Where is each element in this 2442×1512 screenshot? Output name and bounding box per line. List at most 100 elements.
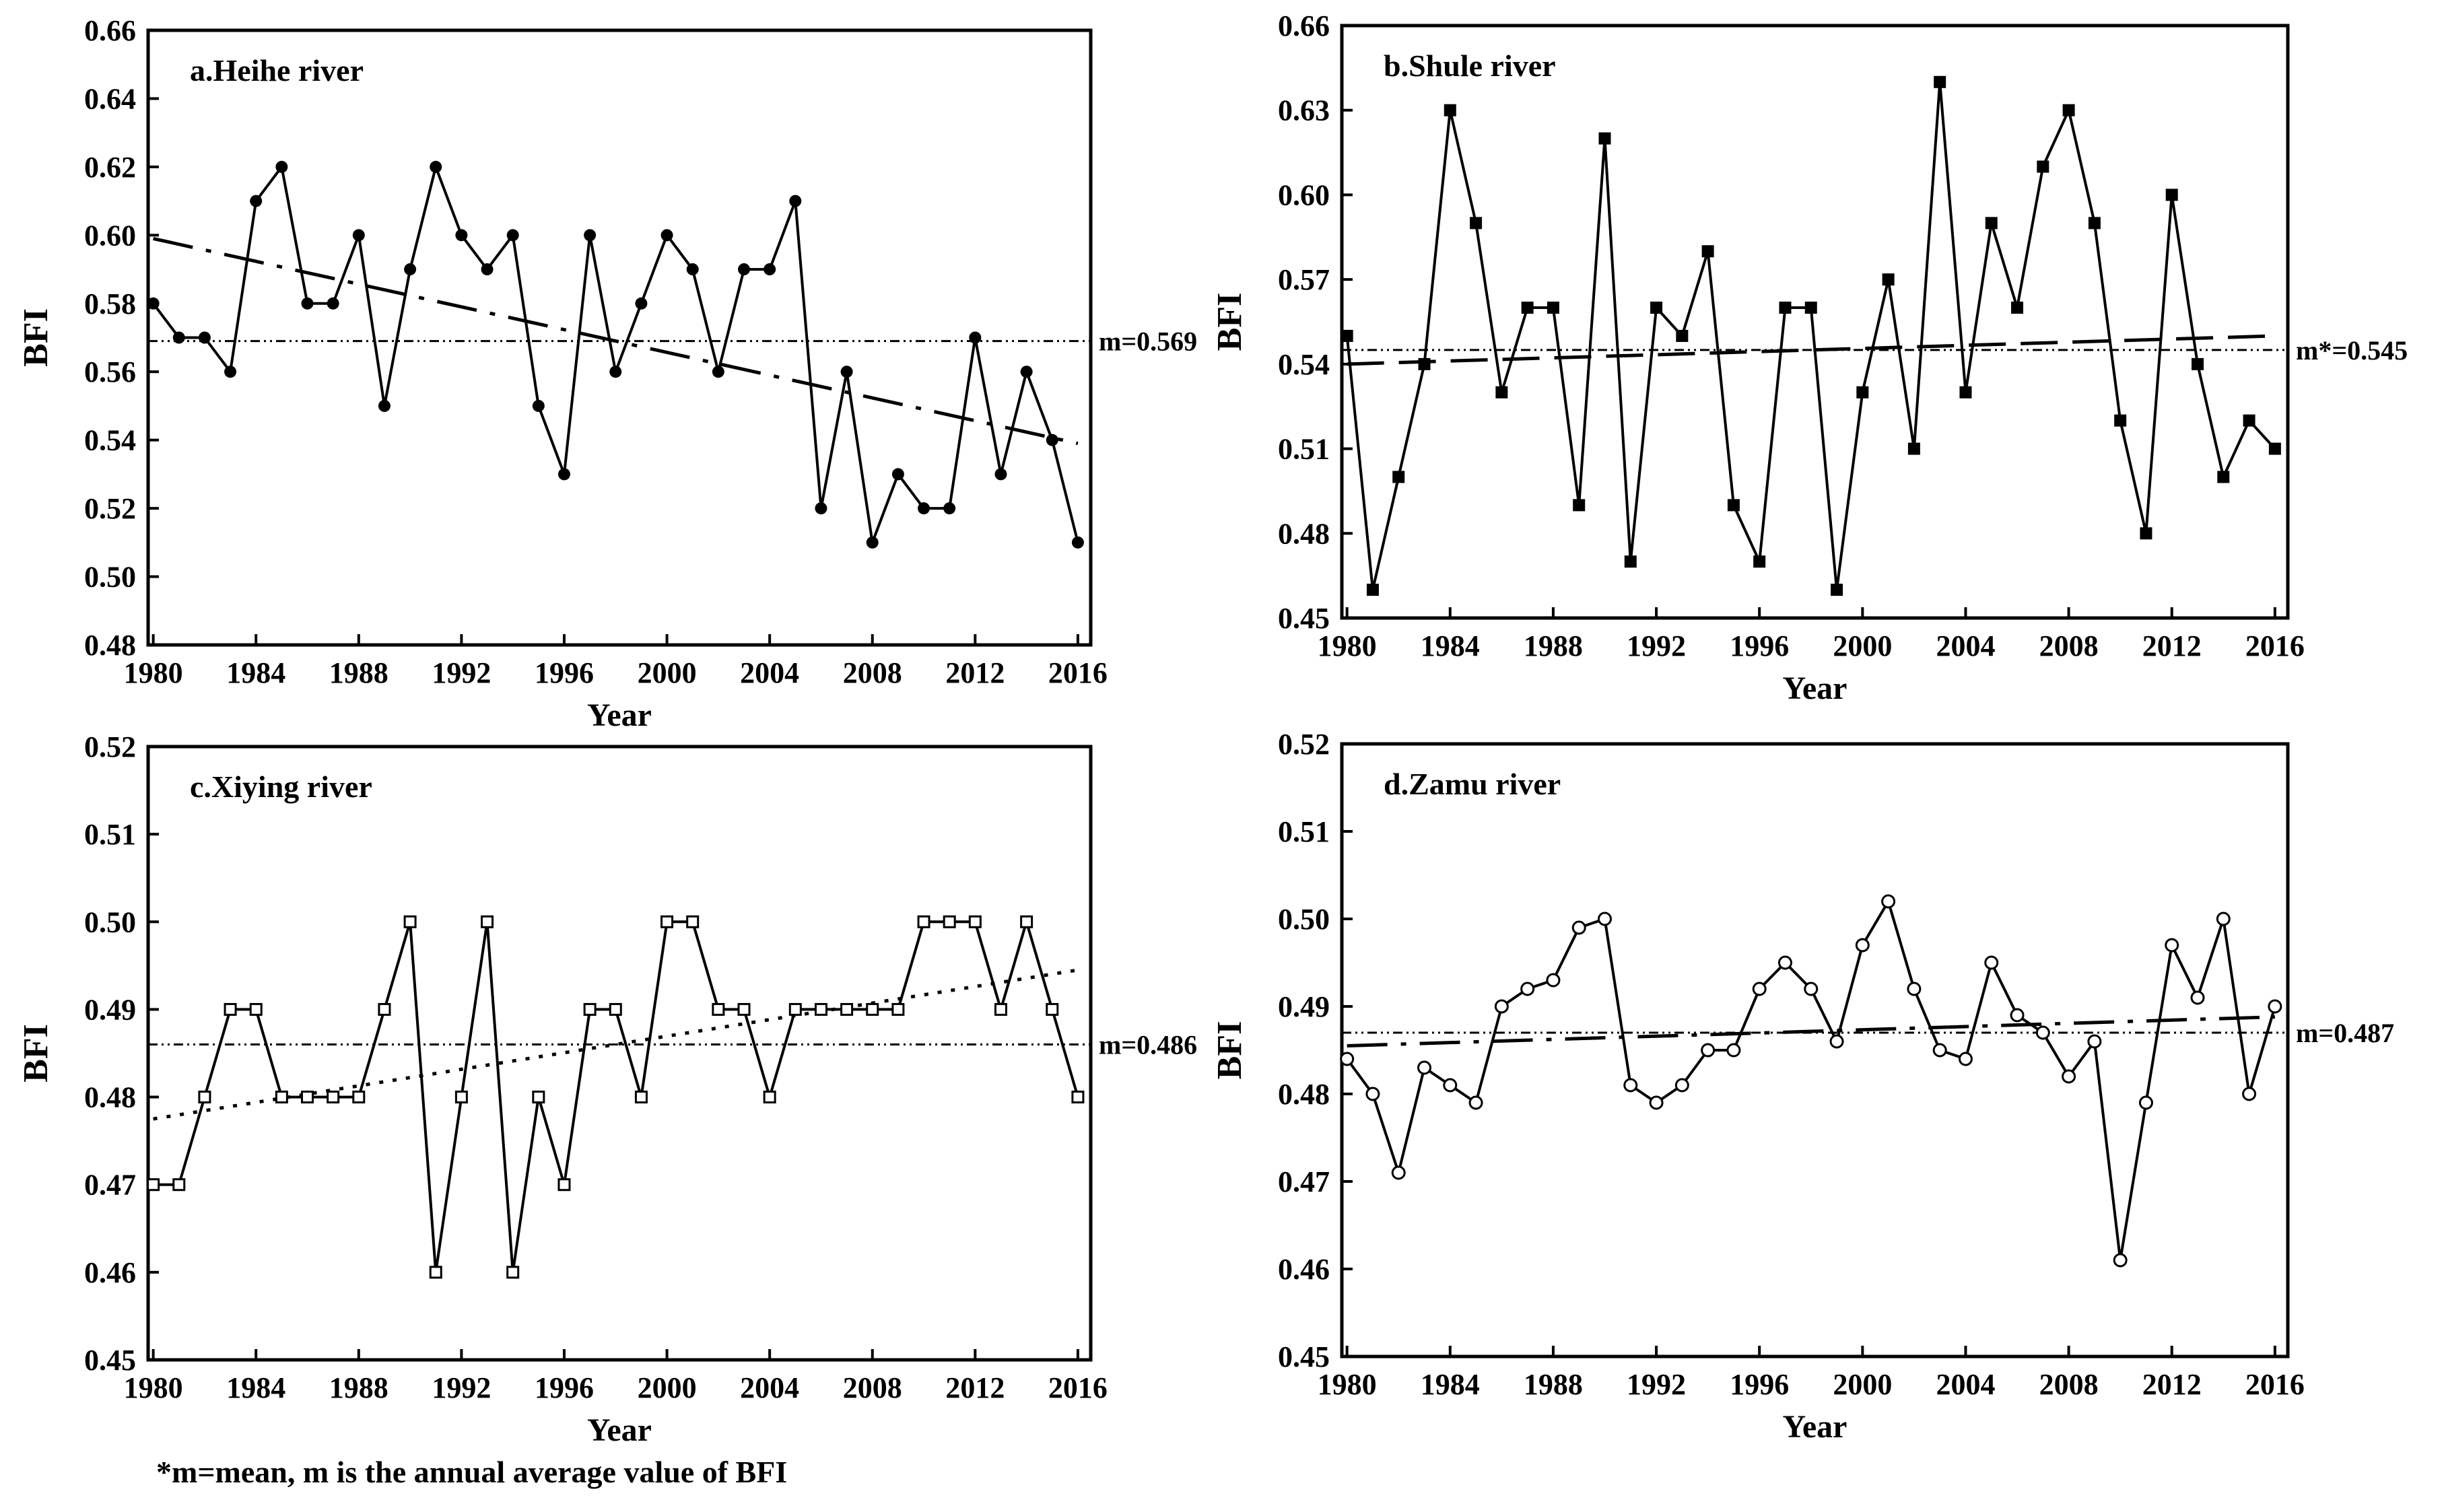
data-point [1649, 1095, 1664, 1110]
data-point [660, 915, 674, 928]
data-point [1829, 1034, 1844, 1049]
data-point [1046, 434, 1058, 446]
data-point [455, 229, 468, 242]
data-point [1573, 499, 1586, 512]
x-tick-label: 1984 [226, 1371, 285, 1404]
x-tick-label: 1996 [1730, 1368, 1789, 1401]
data-point [2088, 217, 2101, 230]
x-tick-label: 1996 [535, 1371, 594, 1404]
mean-label: m=0.569 [1099, 327, 1197, 357]
data-point [430, 160, 442, 173]
data-point [2114, 414, 2127, 427]
y-axis-label: BFI [17, 308, 55, 367]
data-point [506, 1266, 520, 1279]
data-point [327, 1091, 340, 1104]
y-tick-label: 0.57 [1278, 263, 1330, 296]
x-tick-label: 1984 [1421, 1368, 1480, 1401]
data-point [1676, 329, 1689, 342]
x-tick-label: 1984 [1421, 629, 1480, 662]
data-point [147, 1178, 160, 1192]
data-point [532, 1091, 545, 1104]
x-tick-label: 1988 [1524, 629, 1583, 662]
x-tick-label: 2008 [843, 1371, 902, 1404]
data-point [1881, 894, 1896, 909]
x-tick-label: 2016 [1048, 1371, 1108, 1404]
data-point [224, 1002, 237, 1016]
trend-line [1347, 1015, 2275, 1047]
data-point [2216, 912, 2231, 926]
panel-title: b.Shule river [1384, 48, 1556, 83]
data-point [1985, 217, 1998, 230]
data-point [1753, 555, 1766, 568]
data-point [1546, 973, 1561, 988]
x-tick-label: 2000 [1833, 629, 1892, 662]
data-point [1984, 955, 1999, 970]
data-point [1804, 982, 1819, 996]
plot-frame [1340, 24, 2290, 620]
data-point [1726, 1043, 1741, 1058]
data-point [866, 536, 879, 549]
data-point [969, 331, 982, 344]
data-point [1907, 442, 1920, 455]
data-point [557, 468, 570, 481]
footnote: *m=mean, m is the annual average value o… [156, 1455, 788, 1489]
data-point [1958, 1052, 1973, 1066]
y-tick-label: 0.48 [1278, 517, 1330, 550]
series-line [152, 165, 1079, 544]
plot-frame [146, 28, 1093, 647]
data-point [198, 331, 211, 344]
data-point [840, 366, 853, 378]
x-tick-label: 2012 [2142, 1368, 2202, 1401]
x-tick-label: 2016 [2245, 1368, 2305, 1401]
data-point [532, 399, 545, 412]
x-axis-label: Year [1783, 671, 1847, 706]
data-point [404, 263, 417, 276]
data-point [1468, 1095, 1483, 1110]
data-point [1520, 982, 1535, 996]
data-point [814, 1002, 827, 1016]
panel-a: 0.48 0.50 0.52 0.54 0.56 0.58 0.60 0.62 0.64 0.66… [17, 14, 1197, 733]
x-tick-label: 1992 [1627, 1368, 1686, 1401]
y-tick-label: 0.50 [84, 561, 136, 594]
x-tick-label: 2004 [1936, 1368, 1995, 1401]
x-tick-label: 2016 [2245, 629, 2305, 662]
y-tick-label: 0.50 [84, 905, 136, 938]
x-tick-label: 1980 [1318, 629, 1377, 662]
data-point [2087, 1034, 2102, 1049]
data-point [1779, 302, 1792, 314]
data-point [172, 1178, 186, 1192]
x-axis-label: Year [1783, 1409, 1847, 1445]
data-point [198, 1091, 211, 1104]
x-tick-label: 2008 [2039, 629, 2099, 662]
data-point [1701, 1043, 1716, 1058]
data-point [2035, 1025, 2050, 1040]
data-point [1494, 999, 1509, 1014]
x-tick-label: 2008 [2039, 1368, 2099, 1401]
data-point [1597, 912, 1612, 926]
data-point [1855, 938, 1870, 953]
data-point [352, 229, 365, 242]
data-point [378, 399, 391, 412]
mean-label: m=0.487 [2296, 1018, 2394, 1048]
y-tick-label: 0.64 [84, 82, 136, 115]
y-tick-label: 0.52 [84, 730, 136, 763]
y-tick-label: 0.58 [84, 287, 136, 320]
panel-title: a.Heihe river [190, 53, 364, 88]
x-tick-label: 2000 [638, 656, 697, 689]
y-axis-label: BFI [1211, 1021, 1249, 1080]
data-point [1443, 1078, 1458, 1093]
x-axis-label: Year [587, 697, 652, 733]
data-point [1650, 302, 1663, 314]
data-point [1547, 302, 1559, 314]
y-tick-label: 0.45 [1278, 602, 1330, 635]
data-point [2113, 1253, 2128, 1268]
y-tick-label: 0.51 [84, 818, 136, 851]
data-point [686, 915, 700, 928]
data-point [815, 502, 827, 515]
data-point [917, 915, 930, 928]
data-point [840, 1002, 854, 1016]
data-point [2011, 302, 2024, 314]
data-point [1470, 217, 1483, 230]
data-point [1392, 471, 1405, 483]
